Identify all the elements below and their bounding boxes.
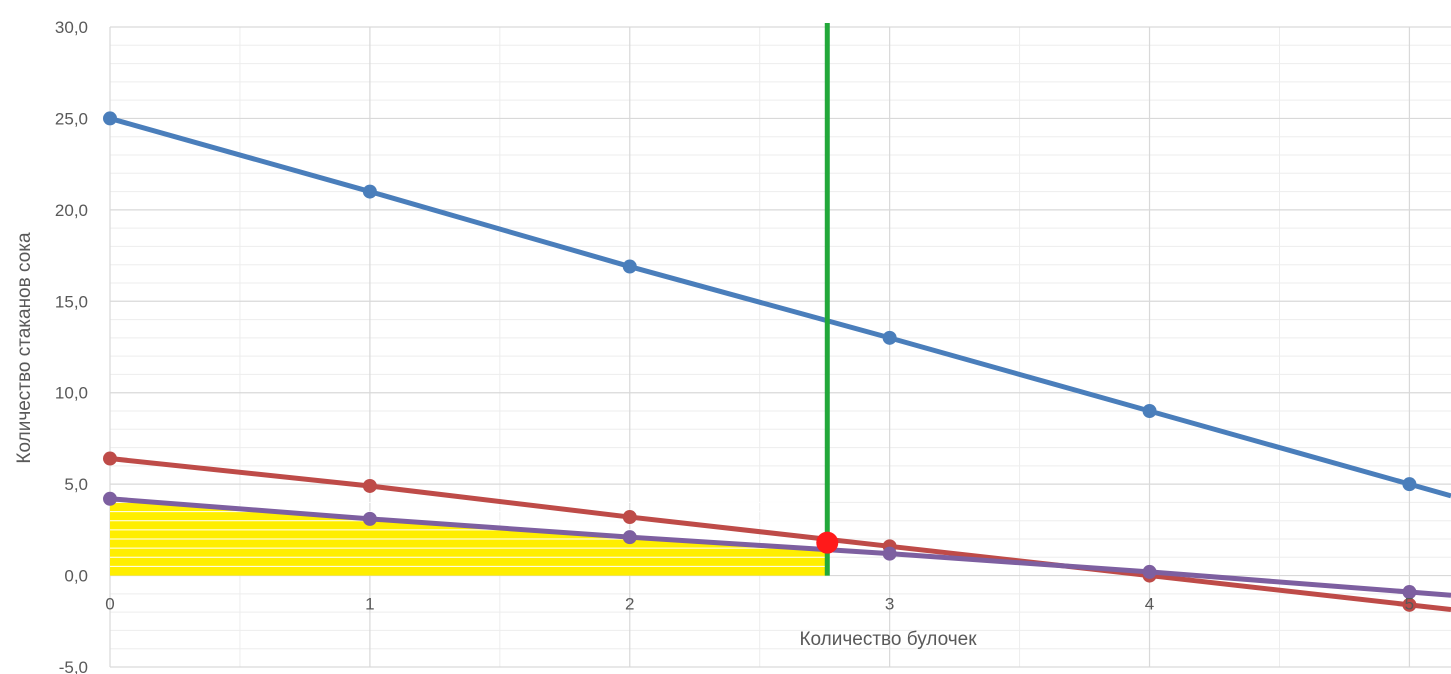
series-line [109,116,1451,499]
x-tick-labels: 0 1 2 3 4 5 [105,595,1414,614]
y-tick-label: 15,0 [55,292,88,311]
series-1 [103,111,1451,499]
series-3 [103,491,1451,600]
y-tick-label: 5,0 [64,475,88,494]
y-tick-label: 20,0 [55,201,88,220]
data-point [622,510,637,525]
y-tick-label: 25,0 [55,109,88,128]
x-tick-label: 5 [1405,595,1414,614]
data-point [882,546,897,561]
data-point [1402,477,1417,492]
x-tick-label: 2 [625,595,634,614]
x-axis-title: Количество булочек [799,629,977,650]
feasible-region [110,498,828,576]
x-tick-label: 0 [105,595,114,614]
data-point [103,451,117,466]
y-tick-label: 0,0 [64,567,88,586]
data-point [103,491,117,506]
data-point [622,259,637,274]
data-point [1402,597,1417,612]
data-point [362,511,377,526]
y-tick-label: -5,0 [59,658,88,674]
y-tick-label: 30,0 [55,18,88,37]
data-point [1142,404,1157,418]
y-tick-label: 10,0 [55,384,88,403]
data-point [362,478,377,493]
y-tick-labels: -5,0 0,0 5,0 10,0 15,0 20,0 25,0 30,0 [55,18,88,674]
series-layer [103,111,1451,612]
y-axis-title: Количество стаканов сока [14,232,35,464]
data-point [1142,564,1157,579]
x-tick-label: 3 [885,595,894,614]
data-point [1402,585,1417,600]
data-point [622,530,637,545]
x-tick-label: 1 [365,595,374,614]
optimum-point [816,531,839,554]
x-tick-label: 4 [1145,595,1154,614]
data-point [882,330,897,345]
data-point [103,111,117,126]
data-point [362,184,377,199]
